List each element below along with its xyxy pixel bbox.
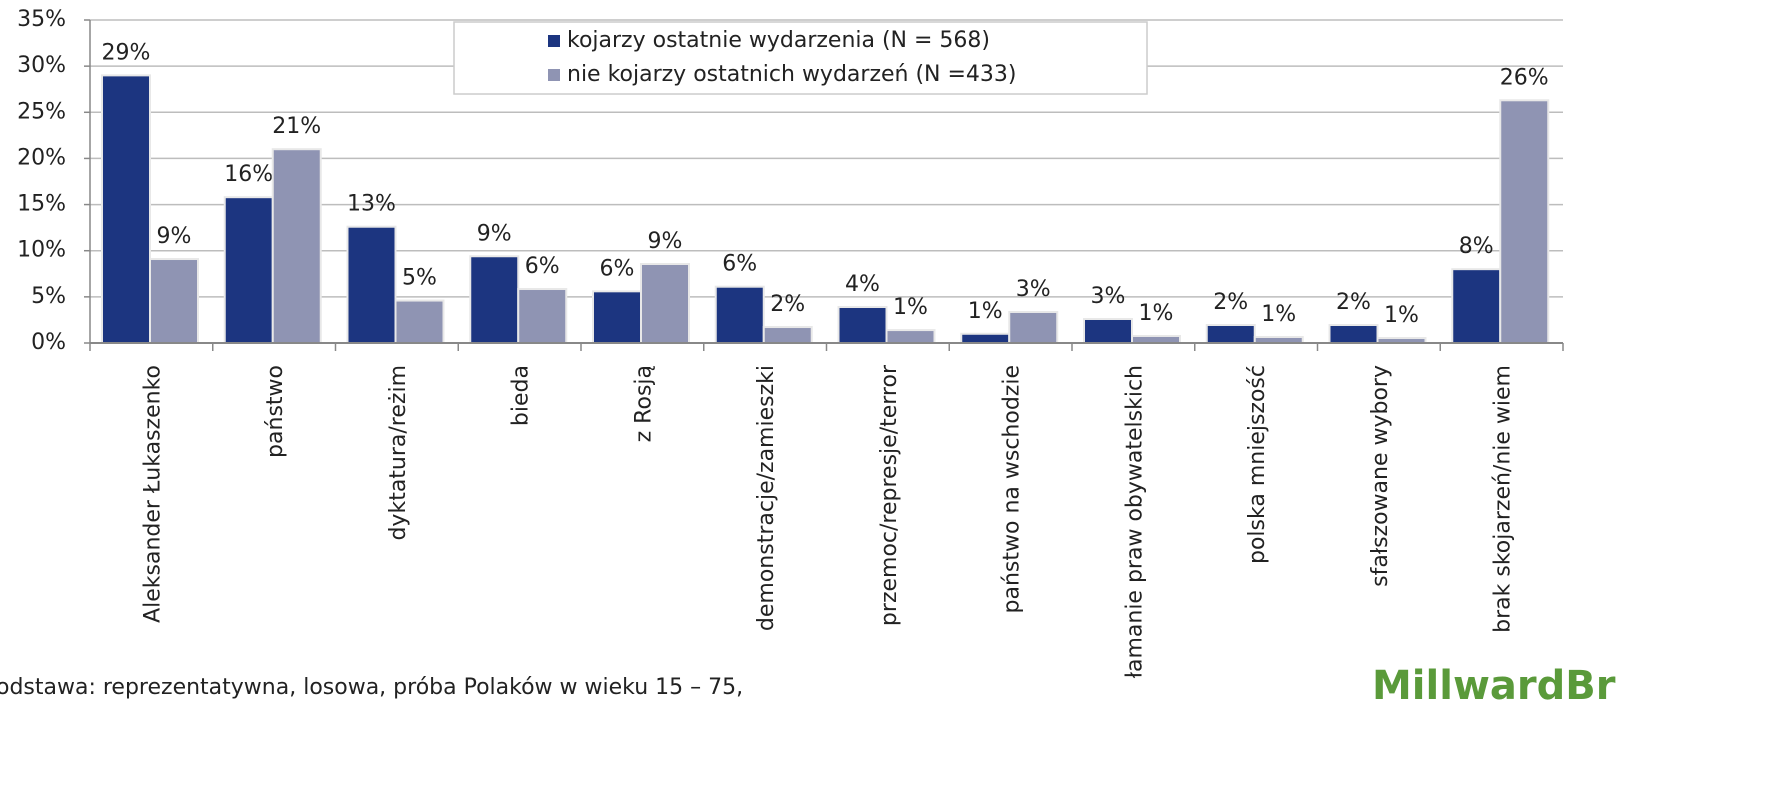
bar bbox=[714, 285, 765, 345]
x-tick-label: brak skojarzeń/nie wiem bbox=[1491, 365, 1516, 633]
value-label: 21% bbox=[272, 114, 321, 139]
value-label: 2% bbox=[770, 292, 805, 317]
bar bbox=[640, 263, 690, 344]
value-label: 2% bbox=[1336, 290, 1371, 315]
bar bbox=[101, 74, 151, 344]
bar bbox=[149, 258, 199, 344]
bar bbox=[1205, 324, 1256, 344]
y-tick-label: 0% bbox=[31, 330, 66, 355]
bar bbox=[346, 225, 397, 344]
value-label: 2% bbox=[1213, 290, 1248, 315]
bar bbox=[592, 290, 642, 345]
legend-swatch bbox=[548, 69, 560, 81]
footnote: odstawa: reprezentatywna, losowa, próba … bbox=[0, 675, 743, 700]
value-label: 9% bbox=[157, 224, 192, 249]
value-label: 4% bbox=[845, 272, 880, 297]
legend-label: nie kojarzy ostatnich wydarzeń (N =433) bbox=[567, 62, 1017, 87]
y-tick-label: 30% bbox=[17, 53, 66, 78]
value-label: 3% bbox=[1091, 284, 1126, 309]
x-tick-label: demonstracje/zamieszki bbox=[754, 365, 779, 631]
x-tick-label: przemoc/represje/terror bbox=[877, 364, 902, 626]
bar bbox=[837, 306, 888, 345]
value-label: 8% bbox=[1459, 234, 1494, 259]
bar bbox=[960, 332, 1011, 344]
y-tick-label: 25% bbox=[17, 99, 66, 124]
logo: MillwardBr bbox=[1372, 663, 1616, 709]
value-label: 13% bbox=[347, 192, 396, 217]
value-label: 1% bbox=[1384, 303, 1419, 328]
x-tick-label: państwo na wschodzie bbox=[1000, 365, 1025, 613]
bar bbox=[517, 288, 568, 344]
y-tick-label: 10% bbox=[17, 238, 66, 263]
y-tick-label: 20% bbox=[17, 145, 66, 170]
bar bbox=[469, 255, 520, 345]
bar bbox=[394, 299, 445, 345]
value-label: 6% bbox=[525, 254, 560, 279]
x-tick-label: łamanie praw obywatelskich bbox=[1122, 365, 1147, 678]
bar bbox=[1131, 334, 1181, 345]
value-label: 1% bbox=[968, 299, 1003, 324]
value-label: 16% bbox=[224, 162, 273, 187]
value-label: 29% bbox=[102, 40, 151, 65]
value-label: 1% bbox=[893, 295, 928, 320]
bar bbox=[1451, 268, 1502, 344]
x-tick-label: państwo bbox=[263, 365, 288, 458]
bar bbox=[762, 326, 813, 345]
bar bbox=[1008, 310, 1059, 345]
value-label: 1% bbox=[1261, 302, 1296, 327]
bar bbox=[1083, 318, 1133, 344]
x-tick-label: polska mniejszość bbox=[1245, 365, 1270, 564]
value-label: 9% bbox=[648, 229, 683, 254]
value-label: 1% bbox=[1139, 301, 1174, 326]
x-tick-label: Aleksander Łukaszenko bbox=[140, 365, 165, 623]
value-label: 26% bbox=[1500, 65, 1549, 90]
x-tick-label: z Rosją bbox=[631, 365, 656, 442]
bar bbox=[1328, 324, 1379, 344]
x-tick-label: bieda bbox=[509, 365, 534, 426]
y-tick-label: 35% bbox=[17, 7, 66, 32]
y-tick-label: 5% bbox=[31, 284, 66, 309]
value-label: 5% bbox=[402, 266, 437, 291]
legend-swatch bbox=[548, 35, 560, 47]
bar bbox=[1499, 99, 1550, 344]
bar bbox=[885, 329, 936, 344]
x-tick-label: dyktatura/reżim bbox=[386, 365, 411, 541]
legend-box bbox=[453, 21, 1148, 95]
bar bbox=[271, 148, 322, 344]
value-label: 3% bbox=[1016, 277, 1051, 302]
value-label: 6% bbox=[600, 256, 635, 281]
value-label: 9% bbox=[477, 221, 512, 246]
x-tick-label: sfałszowane wybory bbox=[1368, 365, 1393, 587]
legend-label: kojarzy ostatnie wydarzenia (N = 568) bbox=[567, 28, 990, 53]
value-label: 6% bbox=[722, 252, 757, 277]
bar bbox=[223, 196, 274, 344]
y-tick-label: 15% bbox=[17, 192, 66, 217]
